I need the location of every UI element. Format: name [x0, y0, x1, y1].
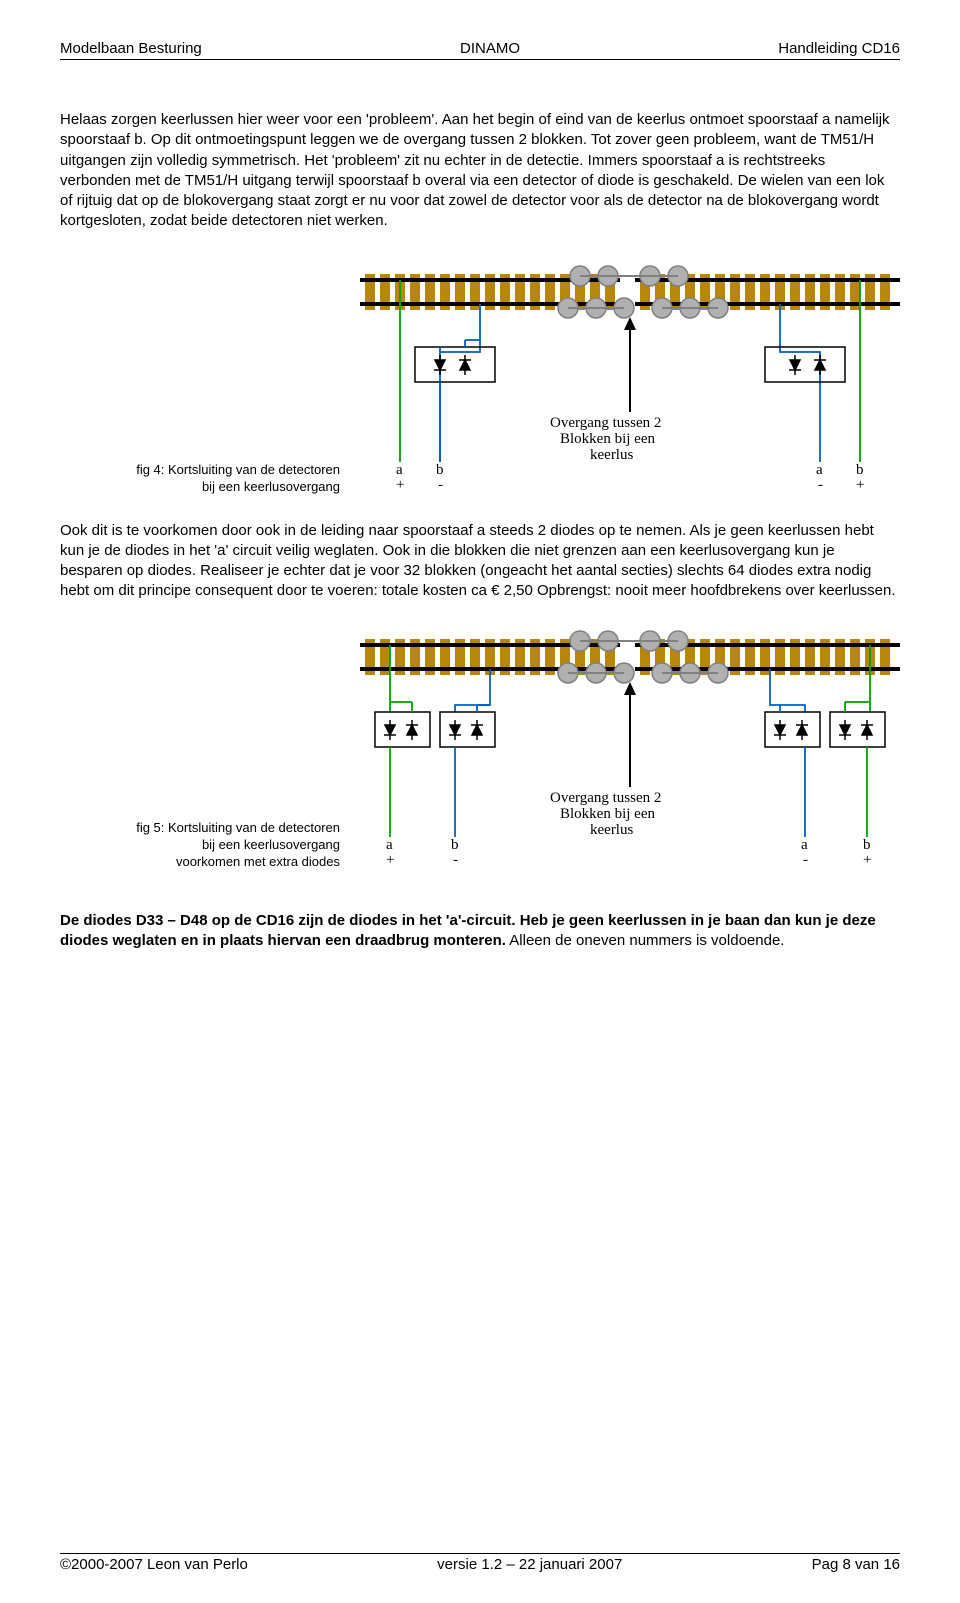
- paragraph-1: Helaas zorgen keerlussen hier weer voor …: [60, 110, 900, 232]
- header-center: DINAMO: [460, 40, 520, 57]
- svg-text:-: -: [438, 477, 443, 492]
- paragraph-2: Ook dit is te voorkomen door ook in de l…: [60, 521, 900, 602]
- svg-text:a: a: [801, 837, 808, 853]
- fig4-caption: fig 4: Kortsluiting van de detectoren bi…: [60, 462, 340, 496]
- page-header: Modelbaan Besturing DINAMO Handleiding C…: [60, 40, 900, 60]
- svg-text:a: a: [816, 462, 823, 478]
- footer-right: Pag 8 van 16: [812, 1556, 900, 1573]
- fig5-diagram: Overgang tussen 2 Blokken bij een keerlu…: [360, 627, 900, 867]
- svg-text:+: +: [396, 477, 404, 492]
- svg-text:b: b: [863, 837, 871, 853]
- fig4-diagram: Overgang tussen 2 Blokken bij een keerlu…: [360, 262, 900, 492]
- footer-center: versie 1.2 – 22 januari 2007: [437, 1556, 622, 1573]
- svg-text:-: -: [453, 852, 458, 867]
- svg-text:a: a: [396, 462, 403, 478]
- header-left: Modelbaan Besturing: [60, 40, 202, 57]
- svg-text:-: -: [803, 852, 808, 867]
- fig5-caption: fig 5: Kortsluiting van de detectoren bi…: [60, 820, 340, 871]
- svg-text:-: -: [818, 477, 823, 492]
- svg-text:+: +: [856, 477, 864, 492]
- header-right: Handleiding CD16: [778, 40, 900, 57]
- fig4-center-label: Overgang tussen 2 Blokken bij een keerlu…: [550, 415, 665, 463]
- svg-text:b: b: [451, 837, 459, 853]
- svg-text:+: +: [863, 852, 871, 867]
- svg-text:+: +: [386, 852, 394, 867]
- svg-text:a: a: [386, 837, 393, 853]
- svg-text:b: b: [856, 462, 864, 478]
- fig5-center-label: Overgang tussen 2 Blokken bij een keerlu…: [550, 790, 665, 838]
- figure-5: fig 5: Kortsluiting van de detectoren bi…: [60, 627, 900, 871]
- paragraph-3: De diodes D33 – D48 op de CD16 zijn de d…: [60, 911, 900, 952]
- footer-left: ©2000-2007 Leon van Perlo: [60, 1556, 248, 1573]
- figure-4: fig 4: Kortsluiting van de detectoren bi…: [60, 262, 900, 496]
- svg-text:b: b: [436, 462, 444, 478]
- page-footer: ©2000-2007 Leon van Perlo versie 1.2 – 2…: [60, 1553, 900, 1573]
